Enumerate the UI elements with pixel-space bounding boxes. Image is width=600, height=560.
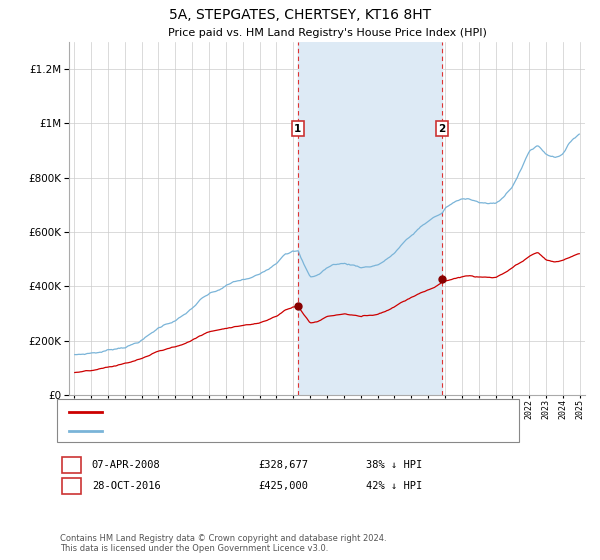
Text: 28-OCT-2016: 28-OCT-2016 [92, 481, 161, 491]
Text: 5A, STEPGATES, CHERTSEY, KT16 8HT (detached house): 5A, STEPGATES, CHERTSEY, KT16 8HT (detac… [108, 407, 381, 417]
Text: 07-APR-2008: 07-APR-2008 [92, 460, 161, 470]
Text: 1: 1 [68, 460, 75, 470]
Text: 1: 1 [294, 124, 301, 134]
Text: 5A, STEPGATES, CHERTSEY, KT16 8HT: 5A, STEPGATES, CHERTSEY, KT16 8HT [169, 8, 431, 22]
Text: 42% ↓ HPI: 42% ↓ HPI [366, 481, 422, 491]
Bar [298, 42, 442, 395]
Title: Price paid vs. HM Land Registry's House Price Index (HPI): Price paid vs. HM Land Registry's House … [167, 29, 487, 39]
Text: 2: 2 [68, 481, 75, 491]
Text: 38% ↓ HPI: 38% ↓ HPI [366, 460, 422, 470]
Text: HPI: Average price, detached house, Runnymede: HPI: Average price, detached house, Runn… [108, 426, 347, 436]
Text: Contains HM Land Registry data © Crown copyright and database right 2024.
This d: Contains HM Land Registry data © Crown c… [60, 534, 386, 553]
Text: £425,000: £425,000 [258, 481, 308, 491]
Text: 2: 2 [439, 124, 446, 134]
Text: £328,677: £328,677 [258, 460, 308, 470]
